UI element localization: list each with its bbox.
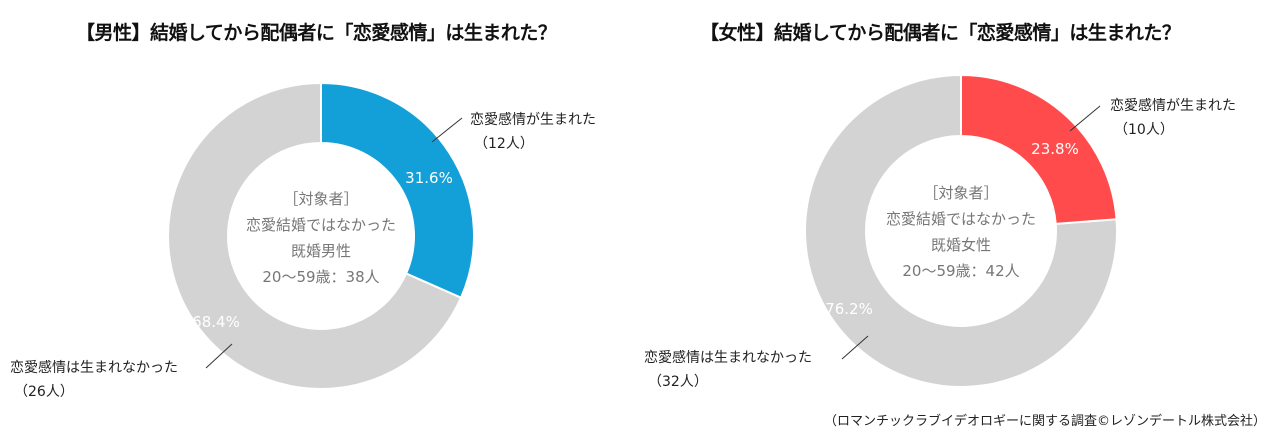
female-yes-slice <box>960 73 1118 225</box>
male-donut <box>167 81 475 390</box>
female-center-group: 既婚女性 <box>930 236 992 254</box>
male-no-label-text: 恋愛感情は生まれなかった <box>10 360 178 376</box>
female-yes-count: （10人） <box>1114 122 1174 138</box>
female-donut <box>804 73 1118 388</box>
female-no-percent: 76.2% <box>825 300 873 318</box>
female-yes-label: 恋愛感情が生まれた （10人） <box>1110 94 1236 142</box>
male-yes-label-text: 恋愛感情が生まれた <box>470 112 596 128</box>
male-yes-count: （12人） <box>474 136 534 152</box>
female-center-text: ［対象者］ 恋愛結婚ではなかった 既婚女性 20～59歳：42人 <box>886 180 1036 284</box>
source-credit: （ロマンチックラブイデオロギーに関する調査©レゾンデートル株式会社） <box>823 414 1266 429</box>
male-yes-slice <box>320 81 475 299</box>
female-no-label: 恋愛感情は生まれなかった （32人） <box>644 346 812 394</box>
female-yes-label-text: 恋愛感情が生まれた <box>1110 98 1236 114</box>
female-center-desc: 恋愛結婚ではなかった <box>885 210 1037 228</box>
female-yes-leader <box>1069 105 1101 132</box>
male-center-heading: ［対象者］ <box>283 190 359 208</box>
male-no-slice <box>167 81 463 390</box>
female-no-slice <box>804 73 1118 388</box>
male-no-leader <box>205 343 233 369</box>
male-yes-leader <box>431 117 463 143</box>
male-center-desc: 恋愛結婚ではなかった <box>245 216 397 234</box>
male-center-text: ［対象者］ 恋愛結婚ではなかった 既婚男性 20～59歳：38人 <box>246 186 396 290</box>
female-no-count: （32人） <box>648 374 708 390</box>
female-yes-percent: 23.8% <box>1031 140 1079 158</box>
male-no-label: 恋愛感情は生まれなかった （26人） <box>10 356 178 404</box>
male-no-count: （26人） <box>14 384 74 400</box>
female-no-leader <box>841 335 869 360</box>
male-yes-percent: 31.6% <box>405 169 453 187</box>
male-center-group: 既婚男性 <box>290 242 352 260</box>
female-chart-title: 【女性】結婚してから配偶者に「恋愛感情」は生まれた？ <box>700 22 1181 44</box>
male-yes-label: 恋愛感情が生まれた （12人） <box>470 108 596 156</box>
male-chart-title: 【男性】結婚してから配偶者に「恋愛感情」は生まれた？ <box>76 22 557 44</box>
female-no-label-text: 恋愛感情は生まれなかった <box>644 350 812 366</box>
female-center-heading: ［対象者］ <box>923 184 999 202</box>
male-no-percent: 68.4% <box>192 313 240 331</box>
male-center-sample: 20～59歳：38人 <box>262 268 380 286</box>
female-center-sample: 20～59歳：42人 <box>902 262 1020 280</box>
